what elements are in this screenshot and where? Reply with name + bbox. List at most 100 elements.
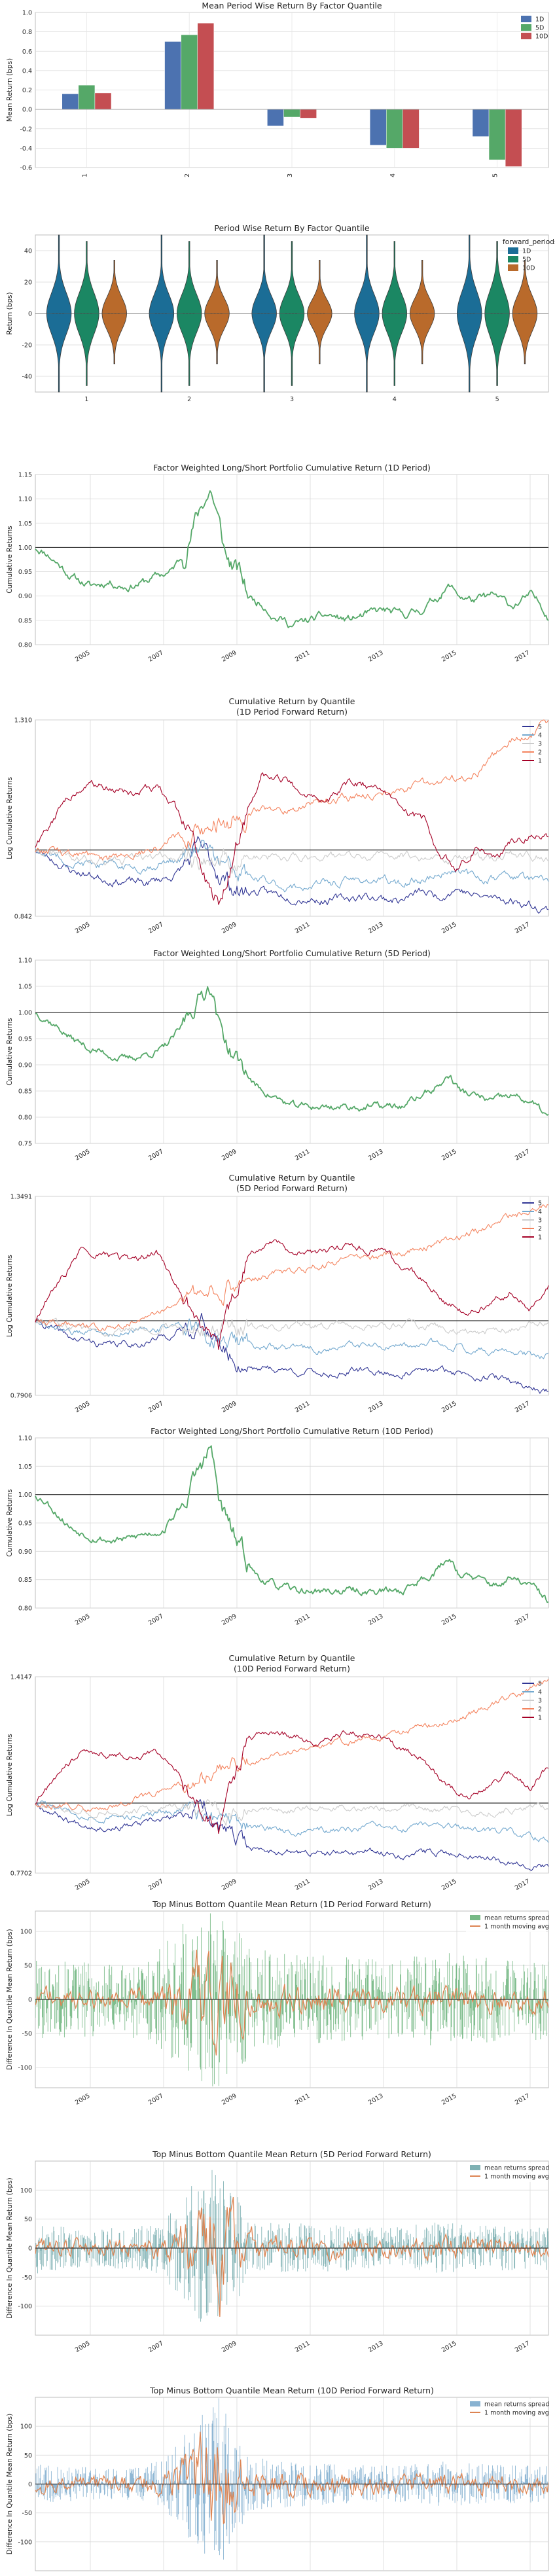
x-tick-label: 2015 [440,2340,457,2354]
moving-average-line [35,1950,548,2056]
x-tick-label: 2009 [221,1400,238,1414]
chart-subtitle: (10D Period Forward Return) [234,1664,350,1673]
x-tick-label: 2011 [294,1148,311,1162]
legend-label: 1 month moving avg [484,1923,549,1931]
chart-title: Top Minus Bottom Quantile Mean Return (5… [152,2149,431,2159]
chart-panel-6: 0.7906 1.3491 2005 2007 2009 2011 2013 2015 2017… [6,1173,549,1414]
y-axis-label: Difference In Quantile Mean Return (bps) [6,2414,14,2554]
chart-panel-5: 0.75 0.80 0.85 0.90 0.95 1.00 1.05 1.10 2005 2007… [6,948,549,1162]
y-tick-label: 0.0 [22,107,32,114]
bar [94,92,112,110]
y-tick-label: 1.10 [18,957,32,965]
y-tick-label: 20 [24,279,32,287]
series-line [35,1679,549,1812]
x-tick-label: 2011 [294,2340,311,2354]
y-tick-label: -20 [22,342,32,349]
y-tick-label: 0.85 [18,1088,32,1096]
series-line [35,1239,549,1350]
y-tick-label: -50 [22,2030,32,2037]
chart-panel-3: 0.80 0.85 0.90 0.95 1.00 1.05 1.10 1.15 2005 2007… [6,463,549,664]
x-tick-label: 2005 [74,1878,91,1892]
series-line [35,986,549,1116]
y-tick-label: 0 [28,2245,32,2253]
violin [409,260,435,365]
series-line [35,719,549,861]
bar [472,109,490,137]
y-tick-label: -0.6 [20,165,32,172]
x-tick-label: 2017 [514,1148,531,1162]
y-tick-label: 100 [20,2187,32,2194]
legend-swatch [470,2401,480,2406]
plot-content [35,2398,548,2560]
y-tick-label: 100 [20,1929,32,1936]
x-tick-label: 1 [81,173,88,177]
y-axis-label: Log Cumulative Returns [6,1734,14,1816]
series-line [35,840,549,893]
chart-title: Factor Weighted Long/Short Portfolio Cum… [153,463,431,473]
chart-subtitle: (5D Period Forward Return) [236,1183,348,1193]
x-tick-label: 3 [290,396,294,403]
y-tick-label: 1.00 [18,1010,32,1017]
bar [369,109,387,146]
bar [181,34,198,110]
series-line [35,836,549,914]
y-tick-label: 40 [24,248,32,255]
x-tick-label: 2013 [367,1400,384,1414]
legend-label: 5 [538,724,542,731]
x-tick-label: 4 [389,173,397,177]
bar [78,84,96,110]
plot-area [35,1196,549,1396]
legend-label: 2 [538,749,542,757]
chart-title: Factor Weighted Long/Short Portfolio Cum… [151,1426,433,1436]
legend-swatch [470,2165,480,2170]
moving-average-line [35,2431,548,2524]
bar [505,109,522,167]
legend-label: 1 [538,1234,542,1242]
x-tick-label: 2007 [147,1878,164,1892]
legend-label: 4 [538,732,542,740]
chart-title: Top Minus Bottom Quantile Mean Return (1… [149,2386,434,2395]
x-tick-label: 5 [495,396,499,403]
y-tick-label: 0.8 [22,29,32,36]
legend-label: 4 [538,1689,542,1696]
x-tick-label: 2009 [221,1878,238,1892]
x-tick-label: 2011 [294,1613,311,1627]
legend-swatch [521,33,531,39]
y-tick-label: -100 [18,2539,32,2546]
y-tick-label: 0.80 [18,1605,32,1613]
y-tick-label: 0.85 [18,617,32,624]
y-axis-label: Return (bps) [6,292,14,334]
x-tick-label: 2015 [440,1613,457,1627]
y-tick-label: 0.90 [18,1548,32,1556]
series-line [35,772,549,905]
x-tick-label: 2017 [514,2092,531,2107]
y-tick-label: -0.4 [20,145,32,152]
x-tick-label: 2013 [367,1878,384,1892]
series-line [35,1799,549,1826]
bar [197,23,215,110]
bar [164,41,181,110]
x-tick-label: 2009 [221,649,238,664]
y-tick-label: -100 [18,2303,32,2310]
x-tick-label: 2013 [367,1613,384,1627]
y-axis-label: Difference In Quantile Mean Return (bps) [6,1929,14,2069]
x-tick-label: 2015 [440,1148,457,1162]
y-tick-label: 50 [24,2452,32,2460]
x-tick-label: 2009 [221,2340,238,2354]
chart-panel-10: -100 -50 0 50 100 2005 2007 2009 2011 2013 2015 201… [6,2149,549,2354]
x-tick-label: 2007 [147,2092,164,2107]
x-tick-label: 2005 [74,1148,91,1162]
bar [403,109,420,149]
x-tick-label: 2013 [367,1148,384,1162]
x-tick-label: 2013 [367,921,384,935]
bar [386,109,403,149]
x-tick-label: 2 [184,173,191,177]
x-tick-label: 2007 [147,649,164,664]
y-tick-label: 0.2 [22,87,32,94]
legend-swatch [521,16,531,22]
y-tick-label: 100 [20,2424,32,2431]
legend-label: 2 [538,1226,542,1233]
legend-label: mean returns spread [484,2401,549,2408]
violin [204,260,230,365]
series-line [35,1204,549,1332]
